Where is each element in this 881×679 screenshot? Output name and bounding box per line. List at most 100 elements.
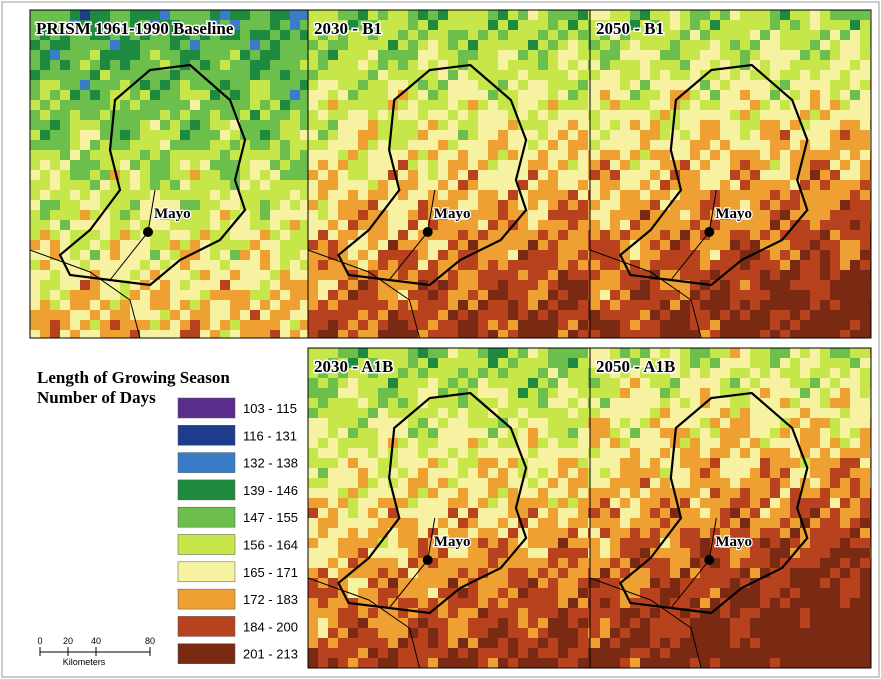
map-cell	[830, 270, 841, 281]
map-cell	[690, 220, 701, 231]
map-cell	[478, 558, 489, 569]
map-cell	[270, 260, 281, 271]
map-cell	[368, 498, 379, 509]
map-cell	[458, 150, 469, 161]
map-cell	[700, 60, 711, 71]
map-cell	[388, 210, 399, 221]
map-cell	[750, 518, 761, 529]
map-cell	[358, 160, 369, 171]
map-cell	[398, 438, 409, 449]
map-cell	[800, 498, 811, 509]
map-cell	[428, 368, 439, 379]
map-cell	[710, 110, 721, 121]
map-cell	[378, 250, 389, 261]
map-cell	[308, 558, 319, 569]
map-cell	[780, 110, 791, 121]
map-cell	[590, 418, 601, 429]
map-cell	[810, 498, 821, 509]
map-cell	[640, 290, 651, 301]
map-cell	[690, 418, 701, 429]
map-cell	[700, 10, 711, 21]
map-cell	[90, 90, 101, 101]
map-cell	[538, 528, 549, 539]
map-cell	[260, 240, 271, 251]
map-cell	[820, 40, 831, 51]
map-cell	[750, 508, 761, 519]
map-cell	[318, 60, 329, 71]
map-cell	[660, 638, 671, 649]
map-cell	[840, 20, 851, 31]
map-cell	[468, 130, 479, 141]
map-cell	[840, 120, 851, 131]
map-cell	[398, 190, 409, 201]
map-cell	[428, 618, 439, 629]
map-cell	[690, 598, 701, 609]
map-cell	[478, 100, 489, 111]
map-cell	[660, 398, 671, 409]
map-cell	[498, 628, 509, 639]
map-cell	[700, 648, 711, 659]
map-cell	[710, 438, 721, 449]
map-cell	[478, 170, 489, 181]
map-cell	[760, 200, 771, 211]
map-cell	[388, 398, 399, 409]
map-cell	[660, 628, 671, 639]
map-cell	[498, 210, 509, 221]
map-cell	[50, 260, 61, 271]
map-cell	[800, 418, 811, 429]
map-cell	[458, 240, 469, 251]
map-cell	[760, 90, 771, 101]
map-cell	[720, 130, 731, 141]
map-cell	[120, 240, 131, 251]
map-cell	[30, 140, 41, 151]
map-cell	[528, 488, 539, 499]
map-cell	[700, 180, 711, 191]
map-cell	[140, 150, 151, 161]
map-cell	[308, 488, 319, 499]
map-cell	[280, 250, 291, 261]
map-cell	[488, 508, 499, 519]
map-cell	[140, 90, 151, 101]
map-cell	[840, 90, 851, 101]
map-cell	[810, 200, 821, 211]
map-cell	[428, 508, 439, 519]
map-cell	[840, 578, 851, 589]
map-cell	[210, 200, 221, 211]
map-cell	[780, 448, 791, 459]
map-cell	[368, 518, 379, 529]
map-cell	[548, 240, 559, 251]
map-cell	[730, 10, 741, 21]
map-cell	[498, 160, 509, 171]
map-cell	[408, 140, 419, 151]
map-cell	[700, 30, 711, 41]
map-cell	[568, 388, 579, 399]
map-cell	[620, 190, 631, 201]
map-cell	[690, 458, 701, 469]
map-cell	[610, 408, 621, 419]
map-cell	[850, 130, 861, 141]
map-cell	[780, 578, 791, 589]
map-cell	[378, 438, 389, 449]
map-cell	[140, 190, 151, 201]
map-cell	[328, 50, 339, 61]
map-cell	[478, 130, 489, 141]
map-cell	[528, 140, 539, 151]
map-cell	[690, 528, 701, 539]
map-cell	[458, 638, 469, 649]
map-cell	[308, 538, 319, 549]
map-cell	[418, 140, 429, 151]
map-cell	[528, 200, 539, 211]
map-cell	[590, 240, 601, 251]
map-cell	[398, 498, 409, 509]
map-cell	[458, 488, 469, 499]
map-cell	[190, 190, 201, 201]
map-cell	[578, 588, 589, 599]
map-cell	[548, 478, 559, 489]
map-cell	[710, 568, 721, 579]
map-cell	[578, 428, 589, 439]
map-cell	[578, 150, 589, 161]
map-cell	[650, 608, 661, 619]
map-cell	[820, 50, 831, 61]
map-cell	[368, 110, 379, 121]
map-cell	[338, 658, 349, 669]
